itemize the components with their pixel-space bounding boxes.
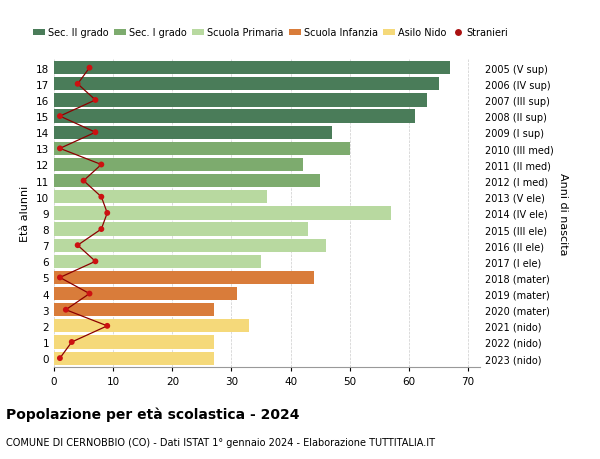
Bar (54, 239, 326, 252)
Point (73, 242, 82, 249)
Bar (54, 94, 427, 107)
Point (79, 178, 88, 185)
Text: COMUNE DI CERNOBBIO (CO) - Dati ISTAT 1° gennaio 2024 - Elaborazione TUTTITALIA.: COMUNE DI CERNOBBIO (CO) - Dati ISTAT 1°… (6, 437, 435, 447)
Legend: Sec. II grado, Sec. I grado, Scuola Primaria, Scuola Infanzia, Asilo Nido, Stran: Sec. II grado, Sec. I grado, Scuola Prim… (29, 24, 512, 42)
Bar (54, 174, 320, 188)
Bar (54, 62, 451, 75)
Bar (54, 126, 332, 140)
Bar (54, 110, 415, 123)
Point (73, 81, 82, 88)
Bar (54, 319, 249, 333)
Bar (54, 78, 439, 91)
Bar (54, 336, 214, 349)
Bar (54, 352, 214, 365)
Point (67, 339, 77, 346)
Bar (54, 207, 391, 220)
Point (55, 146, 65, 153)
Point (61, 306, 71, 313)
Bar (54, 255, 261, 269)
Point (91, 129, 100, 137)
Bar (54, 303, 214, 317)
Bar (54, 223, 308, 236)
Point (103, 323, 112, 330)
Text: Popolazione per età scolastica - 2024: Popolazione per età scolastica - 2024 (6, 406, 299, 421)
Point (55, 113, 65, 121)
Point (97, 194, 106, 201)
Bar (54, 287, 238, 301)
Point (103, 210, 112, 217)
Point (55, 274, 65, 281)
Bar (54, 191, 267, 204)
Bar (54, 271, 314, 285)
Bar (54, 158, 302, 172)
Point (97, 226, 106, 233)
Point (85, 290, 94, 297)
Y-axis label: Anni di nascita: Anni di nascita (557, 172, 568, 255)
Bar (54, 142, 350, 156)
Y-axis label: Età alunni: Età alunni (20, 185, 31, 241)
Point (97, 162, 106, 169)
Point (55, 355, 65, 362)
Point (85, 65, 94, 72)
Point (91, 258, 100, 265)
Point (91, 97, 100, 104)
